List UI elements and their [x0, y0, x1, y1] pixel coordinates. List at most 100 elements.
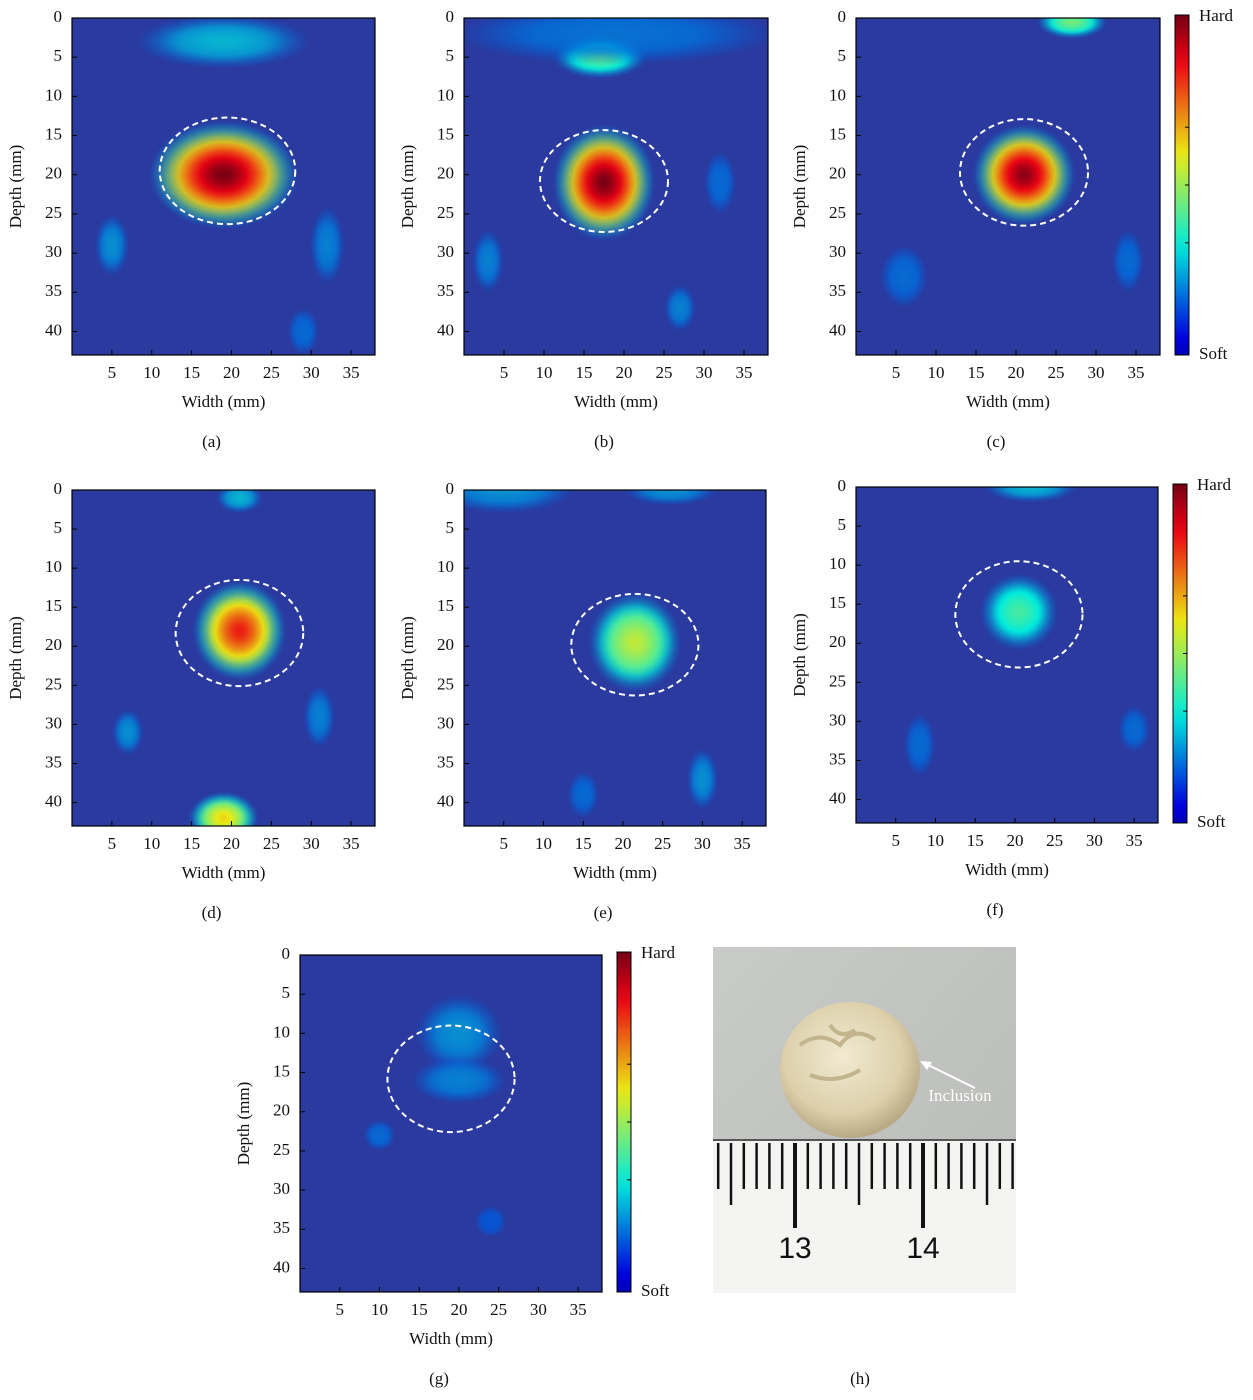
- stiffness-field: [432, 467, 766, 826]
- x-tick-label: 5: [891, 831, 900, 850]
- y-tick-label: 0: [446, 7, 455, 26]
- x-axis-label: Width (mm): [966, 392, 1050, 411]
- y-tick-label: 15: [273, 1061, 290, 1080]
- y-tick-label: 5: [446, 518, 455, 537]
- y-tick-label: 35: [45, 281, 62, 300]
- x-tick-label: 30: [694, 834, 711, 853]
- y-tick-label: 35: [829, 281, 846, 300]
- stiff-region: [1112, 230, 1144, 293]
- caption: (g): [429, 1369, 449, 1388]
- caption: (b): [594, 432, 614, 451]
- x-axis-label: Width (mm): [182, 863, 266, 882]
- caption: (e): [594, 903, 613, 922]
- y-tick-label: 20: [45, 635, 62, 654]
- y-tick-label: 0: [838, 7, 847, 26]
- stiff-region: [472, 230, 504, 293]
- x-tick-label: 10: [143, 363, 160, 382]
- y-tick-label: 20: [829, 632, 846, 651]
- y-tick-label: 40: [437, 791, 454, 810]
- x-tick-label: 20: [1008, 363, 1025, 382]
- stiff-region: [1118, 706, 1150, 753]
- stiff-region: [972, 124, 1076, 226]
- y-tick-label: 35: [437, 752, 454, 771]
- colorbar-high-label: Hard: [1197, 475, 1231, 494]
- x-tick-label: 20: [223, 363, 240, 382]
- stiff-region: [411, 1057, 506, 1104]
- caption: (d): [202, 903, 222, 922]
- y-tick-label: 5: [282, 983, 291, 1002]
- colorbar-high-label: Hard: [641, 943, 675, 962]
- y-tick-label: 15: [829, 593, 846, 612]
- y-tick-label: 10: [437, 557, 454, 576]
- x-tick-label: 20: [223, 834, 240, 853]
- stiff-region: [287, 308, 319, 355]
- y-tick-label: 20: [829, 164, 846, 183]
- x-tick-label: 35: [1126, 831, 1143, 850]
- y-axis-label: Depth (mm): [6, 145, 25, 229]
- heatmap-panel: 51015202530350510152025303540Width (mm)D…: [6, 479, 375, 922]
- y-tick-label: 0: [54, 479, 63, 498]
- y-tick-label: 25: [829, 671, 846, 690]
- y-tick-label: 10: [829, 85, 846, 104]
- figure: Inclusion (h) 1314 510152025303505101520…: [0, 0, 1253, 1395]
- stiffness-field: [300, 955, 602, 1292]
- y-axis-label: Depth (mm): [234, 1082, 253, 1166]
- x-tick-label: 20: [1006, 831, 1023, 850]
- y-tick-label: 20: [437, 164, 454, 183]
- y-tick-label: 35: [45, 752, 62, 771]
- y-tick-label: 20: [45, 164, 62, 183]
- x-tick-label: 30: [530, 1300, 547, 1319]
- x-tick-label: 35: [570, 1300, 587, 1319]
- y-tick-label: 5: [446, 46, 455, 65]
- stiff-region: [687, 748, 719, 811]
- caption: (a): [202, 432, 221, 451]
- y-tick-label: 40: [437, 320, 454, 339]
- x-tick-label: 15: [183, 834, 200, 853]
- y-axis-label: Depth (mm): [398, 616, 417, 700]
- x-tick-label: 35: [343, 834, 360, 853]
- x-tick-label: 25: [490, 1300, 507, 1319]
- y-tick-label: 25: [437, 674, 454, 693]
- y-tick-label: 30: [437, 242, 454, 261]
- y-tick-label: 30: [437, 713, 454, 732]
- x-tick-label: 30: [1088, 363, 1105, 382]
- y-tick-label: 35: [273, 1218, 290, 1237]
- x-tick-label: 15: [967, 831, 984, 850]
- y-tick-label: 35: [829, 749, 846, 768]
- x-tick-label: 15: [576, 363, 593, 382]
- x-tick-label: 25: [263, 363, 280, 382]
- y-tick-label: 20: [273, 1101, 290, 1120]
- x-tick-label: 10: [927, 831, 944, 850]
- x-axis-label: Width (mm): [965, 860, 1049, 879]
- stiff-region: [364, 1120, 396, 1151]
- y-tick-label: 15: [45, 596, 62, 615]
- caption: (h): [850, 1369, 870, 1388]
- y-tick-label: 30: [829, 242, 846, 261]
- heatmap-panel: 51015202530350510152025303540Width (mm)D…: [790, 5, 1234, 451]
- y-tick-label: 25: [45, 203, 62, 222]
- y-tick-label: 40: [273, 1257, 290, 1276]
- y-tick-label: 25: [829, 203, 846, 222]
- stiff-region: [704, 151, 736, 214]
- y-tick-label: 10: [45, 557, 62, 576]
- x-tick-label: 15: [411, 1300, 428, 1319]
- y-tick-label: 10: [273, 1022, 290, 1041]
- ruler-label: 14: [906, 1232, 939, 1265]
- stiff-region: [310, 206, 345, 284]
- y-tick-label: 0: [838, 476, 847, 495]
- x-tick-label: 5: [500, 363, 509, 382]
- x-tick-label: 35: [734, 834, 751, 853]
- y-tick-label: 35: [437, 281, 454, 300]
- colorbar-low-label: Soft: [641, 1281, 670, 1300]
- y-tick-label: 5: [838, 46, 847, 65]
- y-tick-label: 40: [45, 791, 62, 810]
- stiff-region: [94, 214, 129, 277]
- caption: (f): [987, 900, 1004, 919]
- y-tick-label: 40: [829, 320, 846, 339]
- y-tick-label: 30: [45, 713, 62, 732]
- x-tick-label: 10: [143, 834, 160, 853]
- x-tick-label: 10: [371, 1300, 388, 1319]
- x-tick-label: 30: [696, 363, 713, 382]
- y-axis-label: Depth (mm): [790, 613, 809, 697]
